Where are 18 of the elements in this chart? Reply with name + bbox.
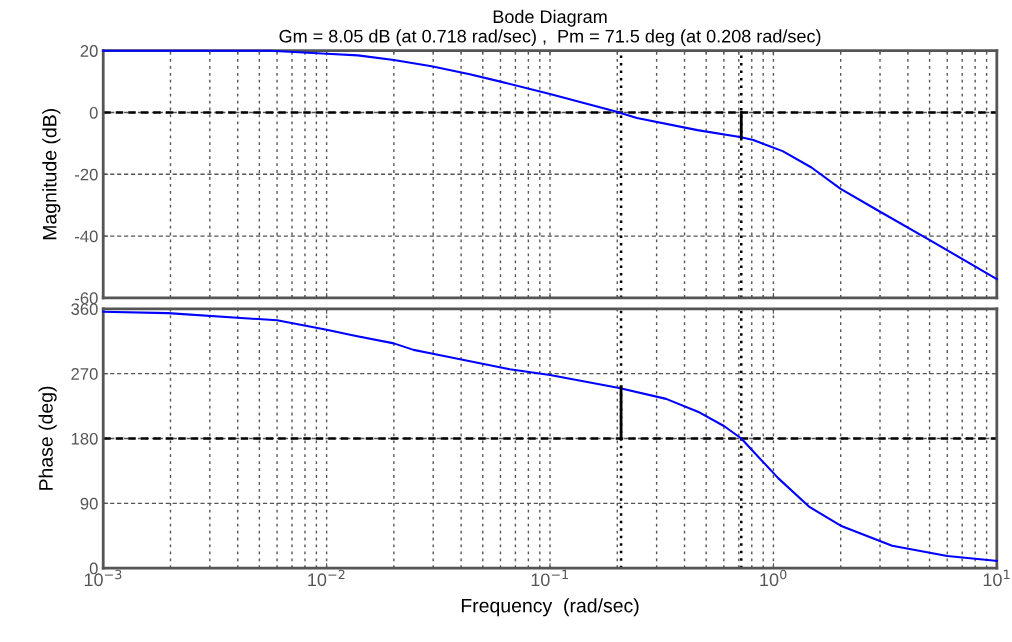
y-axis-title: Magnitude (dB) <box>42 109 61 240</box>
x-tick-label: 10$^{−2}$ <box>308 569 345 587</box>
x-tick-label: 10$^{−1}$ <box>531 569 568 587</box>
x-tick-label: 10$^{0}$ <box>760 569 787 587</box>
y-tick-label: -20 <box>75 168 98 181</box>
x-axis-title: Frequency (rad/sec) <box>461 598 639 617</box>
y-tick-label: 0 <box>89 106 98 119</box>
chart-subtitle: Gm = 8.05 dB (at 0.718 rad/sec) , Pm = 71.5 deg (at 0.208 rad/sec) <box>279 29 821 47</box>
y-tick-label: 20 <box>80 45 98 57</box>
chart-title: Bode Diagram <box>493 9 607 27</box>
y-tick-label: 270 <box>71 368 98 380</box>
y-tick-label: 90 <box>80 497 98 510</box>
y-axis-title: Phase (deg) <box>38 386 57 490</box>
y-tick-label: -60 <box>75 292 98 305</box>
x-tick-label: 10$^{1}$ <box>983 569 1010 587</box>
y-tick-label: 180 <box>71 432 98 445</box>
y-tick-label: -40 <box>75 230 98 243</box>
y-tick-label: 360 <box>71 303 98 316</box>
